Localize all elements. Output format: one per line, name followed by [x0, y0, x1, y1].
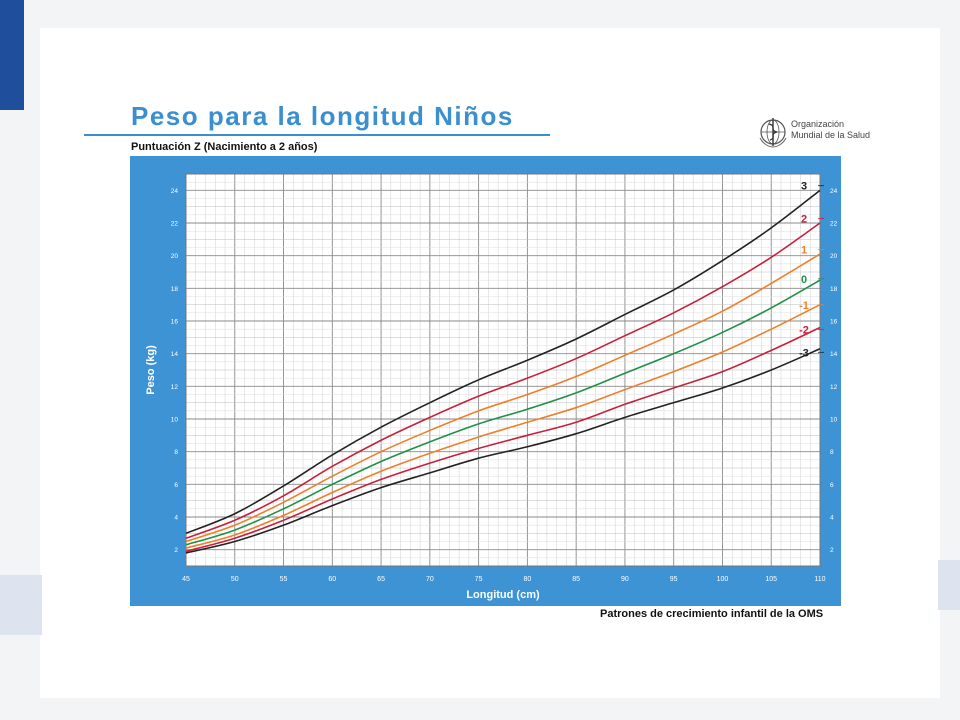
x-tick-label: 65: [377, 576, 385, 583]
y-tick-label-left: 24: [171, 188, 179, 195]
x-tick-label: 105: [765, 576, 777, 583]
series-line-z-2: [185, 326, 821, 553]
y-tick-label-right: 16: [830, 319, 838, 326]
y-tick-label-left: 12: [171, 384, 179, 391]
y-tick-label-right: 6: [830, 482, 834, 489]
decorative-shape-right: [938, 560, 960, 610]
y-tick-label-left: 2: [174, 547, 178, 554]
x-tick-label: 55: [280, 576, 288, 583]
y-tick-label-left: 20: [171, 253, 179, 260]
organization-name-line1: Organización: [791, 119, 845, 129]
series-line-z1: [185, 253, 821, 543]
series-label-z3: 3: [801, 181, 807, 193]
series-line-z3: [185, 189, 821, 535]
x-tick-label: 85: [572, 576, 580, 583]
series-label-z-3: -3: [799, 347, 809, 359]
y-tick-label-left: 18: [171, 286, 179, 293]
y-tick-label-left: 6: [174, 482, 178, 489]
x-tick-label: 95: [670, 576, 678, 583]
x-tick-label: 100: [717, 576, 729, 583]
y-tick-label-left: 22: [171, 221, 179, 228]
series-label-z-1: -1: [799, 300, 809, 312]
x-tick-label: 90: [621, 576, 629, 583]
y-tick-label-right: 10: [830, 417, 838, 424]
grid: [185, 173, 821, 567]
chart-subtitle: Puntuación Z (Nacimiento a 2 años): [131, 141, 318, 153]
x-axis-label: Longitud (cm): [466, 589, 540, 601]
y-tick-label-left: 14: [171, 351, 179, 358]
y-tick-label-right: 20: [830, 253, 838, 260]
series-line-z-1: [185, 303, 821, 549]
series-label-z-2: -2: [799, 324, 809, 336]
source-note: Patrones de crecimiento infantil de la O…: [600, 608, 824, 620]
y-tick-label-right: 2: [830, 547, 834, 554]
chart-title: Peso para la longitud Niños: [131, 101, 514, 131]
y-tick-label-right: 18: [830, 286, 838, 293]
series-line-z0: [185, 279, 821, 546]
x-tick-label: 50: [231, 576, 239, 583]
series-label-z0: 0: [801, 274, 807, 286]
accent-bar: [0, 0, 24, 110]
y-tick-label-right: 22: [830, 221, 838, 228]
y-tick-label-left: 16: [171, 319, 179, 326]
x-tick-label: 75: [475, 576, 483, 583]
y-tick-label-right: 8: [830, 449, 834, 456]
x-tick-label: 110: [814, 576, 825, 583]
series-line-z2: [185, 222, 821, 539]
y-tick-label-right: 12: [830, 384, 838, 391]
x-tick-label: 45: [182, 576, 190, 583]
y-tick-label-right: 24: [830, 188, 838, 195]
series-line-z-3: [185, 348, 821, 554]
y-tick-label-left: 4: [174, 515, 178, 522]
plot-border: [185, 173, 821, 567]
series-label-z1: 1: [801, 244, 807, 256]
y-tick-label-right: 4: [830, 515, 834, 522]
who-logo: Organización Mundial de la Salud: [757, 116, 897, 148]
x-tick-label: 70: [426, 576, 434, 583]
y-tick-label-right: 14: [830, 351, 838, 358]
x-tick-label: 80: [523, 576, 531, 583]
x-tick-label: 60: [328, 576, 336, 583]
y-tick-label-left: 8: [174, 449, 178, 456]
chart-panel: 3 2 1 0 -1 -2 -3 45 50 55 60 65 70 75 80 85 90 95 100 105 11…: [130, 156, 841, 606]
organization-name: Organización Mundial de la Salud: [791, 119, 901, 141]
who-emblem-icon: [759, 118, 787, 148]
organization-name-line2: Mundial de la Salud: [791, 130, 871, 140]
y-axis-label: Peso (kg): [145, 345, 157, 395]
y-tick-label-left: 10: [171, 417, 179, 424]
decorative-shape-left: [0, 575, 42, 635]
series-label-z2: 2: [801, 213, 807, 225]
title-underline: [84, 134, 550, 136]
